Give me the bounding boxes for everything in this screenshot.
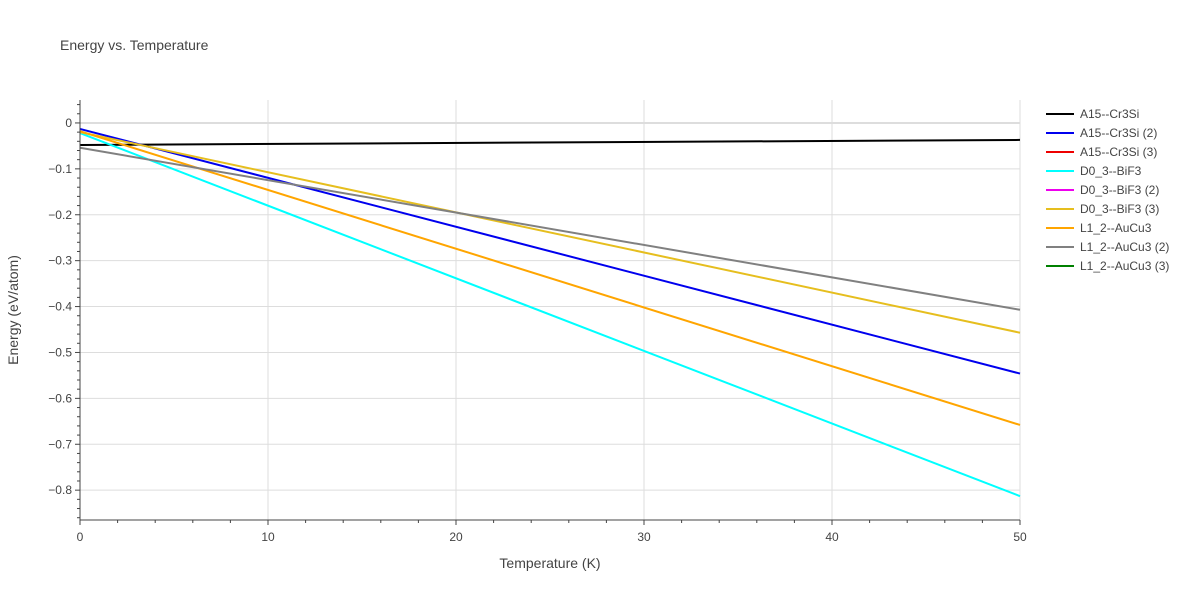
y-tick-label: −0.1 [48,162,72,176]
x-axis-title: Temperature (K) [499,555,600,571]
legend: A15--Cr3Si A15--Cr3Si (2) A15--Cr3Si (3) D0… [1046,107,1169,273]
x-tick-label: 40 [825,530,839,544]
series-line-a15-cr3si-2- [79,127,1021,375]
x-tick-label: 20 [449,530,463,544]
legend-label-l1-2-aucu3-3-: L1_2--AuCu3 (3) [1080,259,1169,273]
x-tick-label: 30 [637,530,651,544]
legend-label-d0-3-bif3-3-: D0_3--BiF3 (3) [1080,202,1159,216]
x-tick-label: 10 [261,530,275,544]
y-tick-label: −0.7 [48,437,72,451]
x-tick-label: 50 [1013,530,1027,544]
y-axis-title: Energy (eV/atom) [5,255,21,365]
legend-label-l1-2-aucu3: L1_2--AuCu3 [1080,221,1152,235]
series-layer [79,127,1021,498]
y-tick-label: −0.5 [48,345,72,359]
y-tick-label: −0.8 [48,483,72,497]
series-line-d0-3-bif3-3- [79,131,1021,334]
chart-title: Energy vs. Temperature [60,37,209,53]
legend-label-l1-2-aucu3-2-: L1_2--AuCu3 (2) [1080,240,1169,254]
y-tick-label: −0.3 [48,254,72,268]
legend-label-a15-cr3si-3-: A15--Cr3Si (3) [1080,145,1157,159]
grid-layer [80,100,1021,520]
legend-label-a15-cr3si: A15--Cr3Si [1080,107,1139,121]
series-line-a15-cr3si [79,138,1021,146]
axis-layer: 0 10 20 30 40 50 0 −0.1 −0.2 −0.3 −0.4 −0.5 −0.6 −0.7… [48,100,1027,544]
y-tick-label: −0.2 [48,208,72,222]
y-tick-label: −0.6 [48,391,72,405]
series-line-l1-2-aucu3 [79,130,1021,426]
y-tick-label: 0 [65,116,72,130]
legend-label-a15-cr3si-2-: A15--Cr3Si (2) [1080,126,1157,140]
series-line-d0-3-bif3 [79,132,1021,498]
legend-label-d0-3-bif3-2-: D0_3--BiF3 (2) [1080,183,1159,197]
y-tick-label: −0.4 [48,300,72,314]
series-line-l1-2-aucu3-2- [79,146,1021,311]
x-tick-label: 0 [77,530,84,544]
legend-label-d0-3-bif3: D0_3--BiF3 [1080,164,1142,178]
